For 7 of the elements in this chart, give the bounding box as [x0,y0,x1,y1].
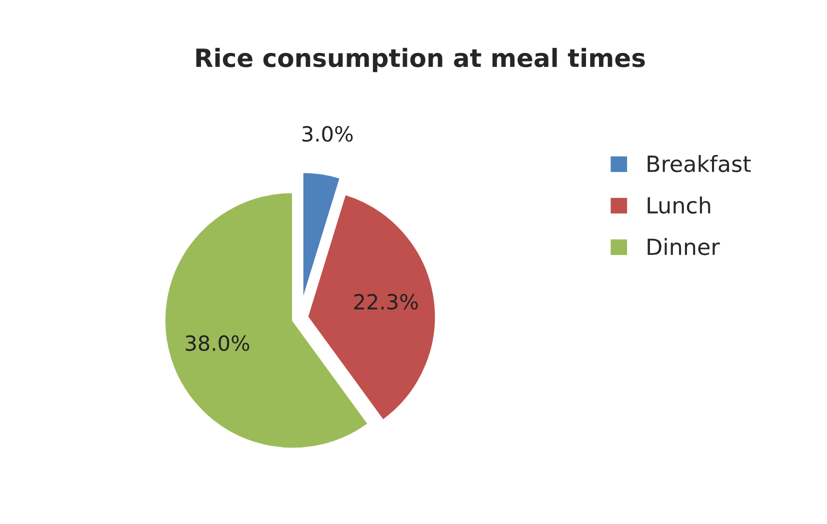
chart-title: Rice consumption at meal times [196,48,645,72]
legend-label: Breakfast [648,155,751,172]
data-label: 3.0% [302,126,353,142]
data-label: 38.0% [186,335,250,352]
legend-label: Lunch [648,196,710,214]
legend-label: Dinner [648,238,720,256]
data-label: 22.3% [354,294,418,310]
